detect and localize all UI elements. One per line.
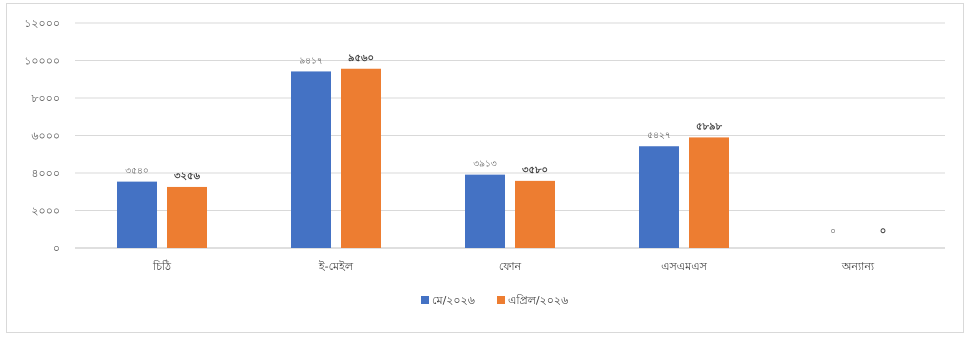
- y-tick-label: ০: [53, 242, 60, 255]
- y-tick-label: ১০০০০: [24, 55, 60, 68]
- gridlines: [75, 22, 945, 249]
- bar-april-2: [515, 180, 555, 248]
- data-label: ৯৪১৭: [299, 56, 322, 66]
- data-label: ৩৯১৩: [473, 160, 497, 170]
- bar-may-0: [117, 181, 157, 248]
- legend-label: মে/২০২৬: [432, 294, 475, 307]
- legend-swatch: [497, 296, 505, 304]
- data-label: ৫৮৯৮: [696, 121, 722, 132]
- x-category-label: চিঠি: [152, 260, 172, 273]
- bar-april-0: [167, 186, 207, 248]
- data-label: ৯৫৬০: [348, 53, 374, 64]
- data-label: ৩৫৪০: [125, 167, 148, 177]
- x-axis-categories: চিঠি ই-মেইল ফোন এসএমএস অন্যান্য: [152, 260, 875, 273]
- bar-april-3: [689, 137, 729, 248]
- y-tick-label: ৪০০০: [31, 167, 60, 180]
- data-label: ৩৫৮০: [522, 165, 548, 176]
- bar-may-2: [465, 174, 505, 248]
- data-label: ৩২৫৬: [174, 171, 200, 182]
- data-label: ৫৪২৭: [647, 131, 670, 141]
- bar-may-1: [291, 71, 331, 249]
- x-category-label: ফোন: [499, 260, 522, 273]
- y-tick-label: ১২০০০: [24, 17, 60, 30]
- bar-may-3: [639, 146, 679, 248]
- bar-april-1: [341, 68, 381, 248]
- legend-label: এপ্রিল/২০২৬: [508, 294, 568, 307]
- legend: মে/২০২৬ এপ্রিল/২০২৬: [421, 294, 568, 307]
- data-label: ০: [880, 226, 887, 237]
- x-category-label: অন্যান্য: [841, 260, 875, 273]
- x-category-label: এসএমএস: [661, 260, 707, 273]
- bars: [117, 68, 729, 249]
- data-label: ০: [830, 227, 836, 237]
- y-tick-label: ২০০০: [31, 205, 60, 218]
- data-labels: ৩৫৪০ ৩২৫৬ ৯৪১৭ ৯৫৬০ ৩৯১৩ ৩৫৮০ ৫৪২৭ ৫৮৯৮ ০ ০: [125, 53, 886, 237]
- y-axis-ticks: ০ ২০০০ ৪০০০ ৬০০০ ৮০০০ ১০০০০ ১২০০০: [24, 17, 60, 255]
- y-tick-label: ৮০০০: [31, 92, 60, 105]
- y-tick-label: ৬০০০: [31, 130, 60, 143]
- x-category-label: ই-মেইল: [318, 260, 354, 273]
- chart-frame: [6, 3, 964, 333]
- legend-swatch: [421, 296, 429, 304]
